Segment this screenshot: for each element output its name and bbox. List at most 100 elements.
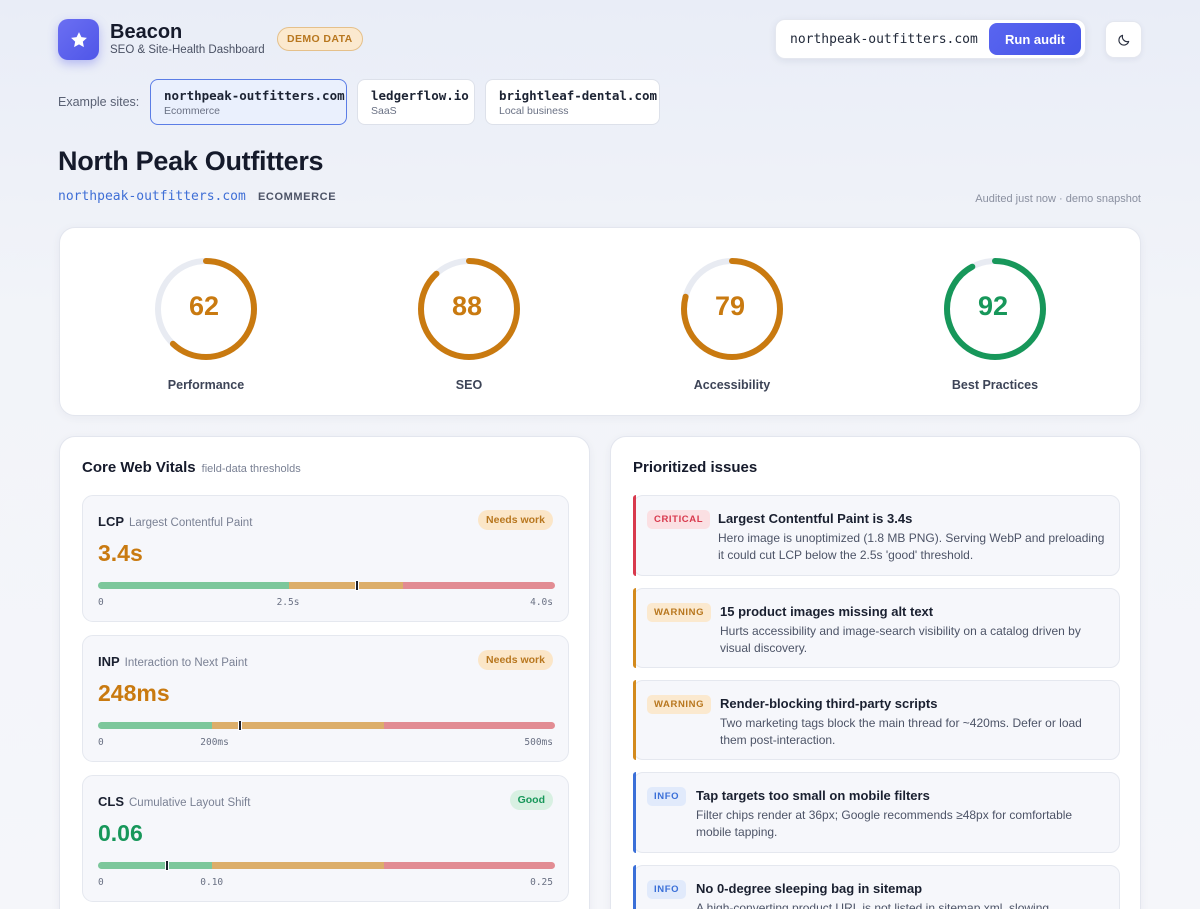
- threshold-needs-work-segment: [288, 582, 403, 589]
- page-title: North Peak Outfitters: [58, 146, 324, 176]
- vital-marker: [164, 860, 169, 871]
- gauge-ring: [681, 258, 783, 360]
- threshold-good-segment: [98, 582, 289, 589]
- vital-status-badge: Needs work: [478, 650, 553, 670]
- score-gauge-performance: 62 Performance: [151, 256, 261, 392]
- vital-name: Interaction to Next Paint: [124, 657, 248, 669]
- issue-title: No 0-degree sleeping bag in sitemap: [696, 881, 923, 896]
- vital-status-badge: Good: [509, 790, 553, 810]
- vital-abbr: CLS: [98, 794, 124, 809]
- score-gauge-accessibility: 79 Accessibility: [677, 256, 787, 392]
- threshold-good-segment: [98, 722, 213, 729]
- example-sites-label: Example sites:: [58, 95, 140, 109]
- issue-title: Largest Contentful Paint is 3.4s: [718, 511, 913, 526]
- vital-status-badge: Needs work: [478, 510, 553, 530]
- issue-description: A high-converting product URL is not lis…: [696, 901, 1050, 909]
- prioritized-issues-card: Prioritized issues CRITICAL Largest Cont…: [610, 436, 1141, 909]
- tick-label: 2.5s: [276, 597, 300, 608]
- vital-inp: INP Interaction to Next Paint Needs work …: [82, 635, 569, 762]
- issue-item[interactable]: WARNING Render-blocking third-party scri…: [633, 680, 1120, 760]
- example-site-brightleaf[interactable]: brightleaf-dental.com Local business: [485, 79, 660, 125]
- vital-heading: CLS Cumulative Layout Shift: [98, 794, 250, 809]
- example-site-ledgerflow[interactable]: ledgerflow.io SaaS: [357, 79, 475, 125]
- app-header: Beacon SEO & Site-Health Dashboard DEMO …: [58, 19, 1142, 61]
- site-type-label: ECOMMERCE: [258, 191, 337, 203]
- app-name: Beacon: [110, 21, 183, 43]
- severity-badge: CRITICAL: [647, 510, 711, 529]
- threshold-poor-segment: [383, 862, 555, 869]
- score-label: SEO: [455, 378, 483, 392]
- vital-marker: [355, 580, 360, 591]
- vital-name: Largest Contentful Paint: [129, 517, 253, 529]
- vital-lcp: LCP Largest Contentful Paint Needs work 3…: [82, 495, 569, 622]
- issue-item[interactable]: INFO No 0-degree sleeping bag in sitemap…: [633, 865, 1120, 909]
- vital-value: 0.06: [98, 820, 143, 846]
- issue-title: Tap targets too small on mobile filters: [696, 788, 930, 803]
- severity-stripe: [633, 865, 636, 909]
- issue-item[interactable]: INFO Tap targets too small on mobile fil…: [633, 772, 1120, 853]
- issue-item[interactable]: WARNING 15 product images missing alt te…: [633, 588, 1120, 668]
- tick-label: 4.0s: [530, 597, 553, 608]
- vital-threshold-bar: [98, 720, 555, 731]
- site-chip-domain: northpeak-outfitters.com: [164, 88, 345, 103]
- score-value: 92: [977, 291, 1009, 321]
- core-web-vitals-card: Core Web Vitals field-data thresholds LCP…: [59, 436, 590, 909]
- tick-label: 200ms: [200, 737, 229, 748]
- severity-stripe: [633, 680, 636, 760]
- vital-threshold-bar: [98, 580, 555, 591]
- app-subtitle: SEO & Site-Health Dashboard: [110, 44, 265, 56]
- issue-description: Two marketing tags block the main thread…: [720, 716, 1082, 747]
- tick-label: 0.25: [530, 877, 553, 888]
- vital-value: 248ms: [98, 680, 170, 706]
- score-value: 88: [451, 291, 483, 321]
- url-input[interactable]: [790, 32, 980, 47]
- cwv-title: Core Web Vitals: [82, 459, 196, 476]
- issue-item[interactable]: CRITICAL Largest Contentful Paint is 3.4…: [633, 495, 1120, 576]
- scores-card: 62 Performance 88 SEO 79 Accessibility 9…: [59, 227, 1141, 416]
- theme-toggle-button[interactable]: [1105, 21, 1142, 58]
- site-chip-type: Ecommerce: [164, 105, 221, 117]
- vital-marker: [237, 720, 242, 731]
- severity-stripe: [633, 772, 636, 853]
- tick-label: 0: [98, 737, 104, 748]
- vital-abbr: LCP: [98, 514, 124, 529]
- site-url-link[interactable]: northpeak-outfitters.com: [58, 189, 246, 204]
- demo-data-badge: DEMO DATA: [277, 27, 363, 51]
- example-site-northpeak[interactable]: northpeak-outfitters.com Ecommerce: [150, 79, 347, 125]
- audit-timestamp: Audited just now · demo snapshot: [975, 193, 1141, 205]
- moon-icon: [1117, 34, 1129, 46]
- site-chip-type: Local business: [499, 105, 569, 117]
- issue-description: Filter chips render at 36px; Google reco…: [696, 808, 1073, 839]
- tick-label: 500ms: [524, 737, 553, 748]
- issue-title: 15 product images missing alt text: [720, 604, 934, 619]
- vital-cls: CLS Cumulative Layout Shift Good 0.06 0 0…: [82, 775, 569, 902]
- issue-description: Hurts accessibility and image-search vis…: [720, 624, 1081, 655]
- score-label: Performance: [167, 378, 245, 392]
- threshold-needs-work-segment: [212, 722, 384, 729]
- score-value: 62: [188, 291, 220, 321]
- severity-badge: WARNING: [647, 695, 712, 714]
- vital-abbr: INP: [98, 654, 120, 669]
- severity-stripe: [633, 588, 636, 668]
- severity-badge: WARNING: [647, 603, 712, 622]
- cwv-heading: Core Web Vitals field-data thresholds: [82, 459, 301, 476]
- star-logo-icon: [58, 19, 99, 60]
- site-chip-type: SaaS: [371, 105, 397, 117]
- issue-description: Hero image is unoptimized (1.8 MB PNG). …: [718, 531, 1105, 562]
- severity-badge: INFO: [647, 787, 687, 806]
- run-audit-button[interactable]: Run audit: [989, 23, 1081, 55]
- score-gauge-seo: 88 SEO: [414, 256, 524, 392]
- tick-label: 0: [98, 597, 104, 608]
- severity-badge: INFO: [647, 880, 687, 899]
- vital-name: Cumulative Layout Shift: [129, 797, 251, 809]
- score-label: Best Practices: [951, 378, 1039, 392]
- threshold-needs-work-segment: [212, 862, 384, 869]
- threshold-good-segment: [98, 862, 213, 869]
- gauge-ring: [155, 258, 257, 360]
- severity-stripe: [633, 495, 636, 576]
- cwv-subtitle: field-data thresholds: [201, 463, 301, 475]
- gauge-ring: [944, 258, 1046, 360]
- tick-label: 0.10: [200, 877, 224, 888]
- vital-heading: LCP Largest Contentful Paint: [98, 514, 252, 529]
- site-chip-domain: ledgerflow.io: [371, 88, 469, 103]
